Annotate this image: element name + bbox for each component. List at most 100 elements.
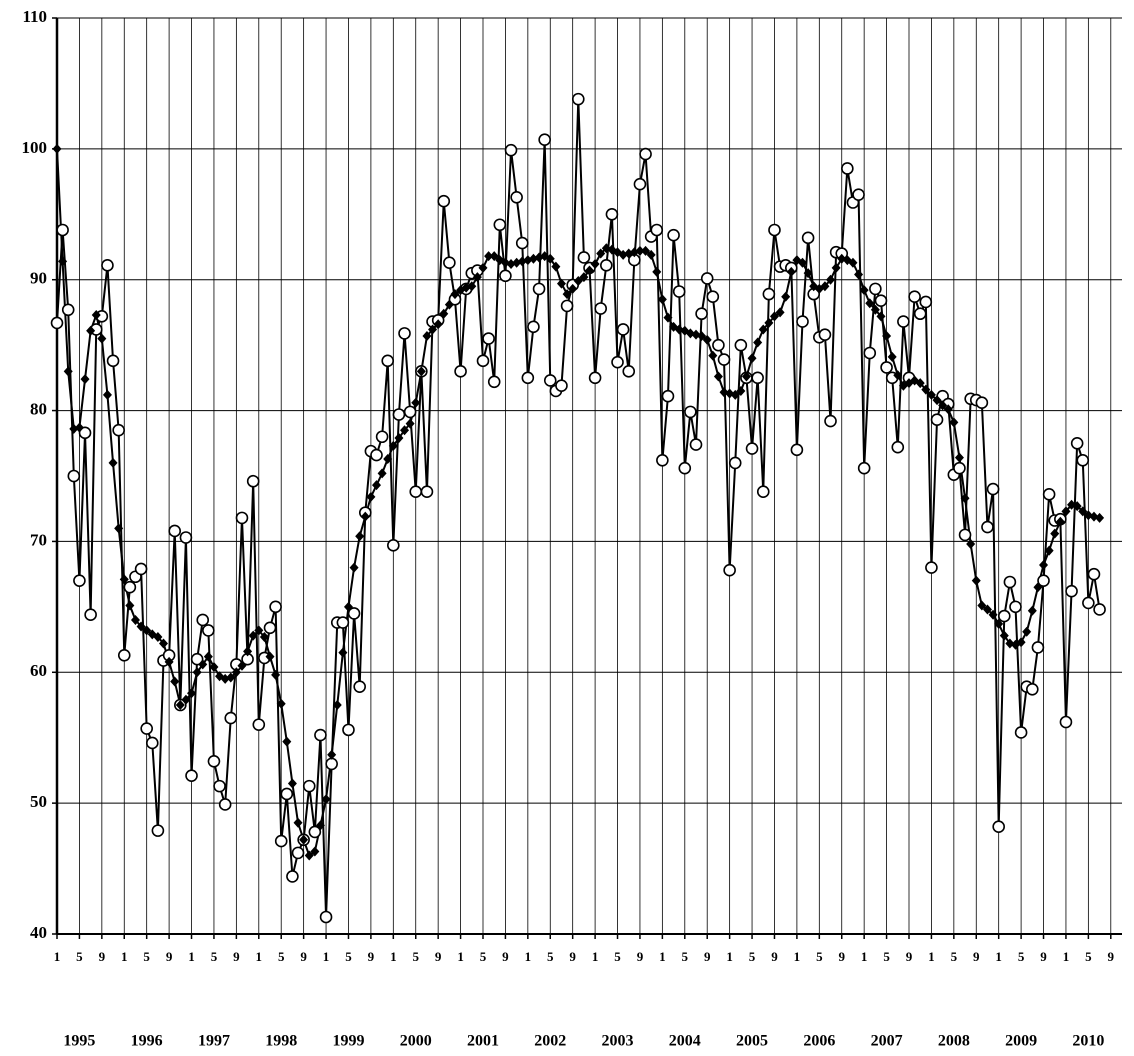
point [482,332,495,345]
point [231,667,241,678]
point [254,625,264,636]
point [347,607,361,620]
point [433,319,443,330]
point [263,621,277,635]
point [854,269,864,280]
point [585,265,594,276]
point [136,621,146,632]
point [562,289,572,300]
x-tick-label: 9 [233,949,240,964]
point [908,290,921,304]
year-label: 2001 [467,1033,499,1050]
point [1042,488,1056,501]
point [1016,637,1026,648]
point [190,652,204,666]
point [712,338,725,352]
point [700,272,714,285]
point [355,531,365,542]
point [880,361,893,374]
y-tick-label: 100 [22,138,48,157]
point [271,669,281,680]
point [467,281,477,292]
point [130,614,140,625]
point [741,371,751,382]
point [1009,600,1022,614]
point [74,422,84,433]
point [768,223,781,237]
point [891,440,905,454]
point [769,311,779,322]
point [975,396,989,410]
year-label: 2005 [736,1033,768,1050]
point [123,580,137,594]
point [114,523,124,534]
point [1095,512,1105,523]
point [915,378,925,389]
point [708,350,718,361]
point [925,561,938,574]
point [600,259,613,272]
point [1072,501,1082,512]
point [1087,567,1101,581]
point [73,574,86,587]
point [140,722,153,735]
point [276,698,286,709]
point [67,469,81,483]
point [1026,682,1039,696]
point [953,461,966,475]
point [314,728,327,742]
point [730,389,740,400]
point [196,613,210,627]
point [555,379,568,393]
point [372,480,381,491]
point [633,177,647,191]
x-tick-label: 9 [99,949,106,964]
point [394,433,404,444]
point [1082,596,1095,610]
x-tick-label: 9 [569,949,576,964]
point [353,680,366,693]
point [387,539,400,552]
point [869,282,882,296]
point [282,736,292,747]
point [164,656,174,667]
year-label: 2007 [871,1033,903,1050]
point [887,351,897,362]
point [321,794,331,805]
x-tick-label: 1 [726,949,733,964]
point [545,253,555,264]
x-tick-label: 9 [771,949,778,964]
point [366,491,376,502]
year-label: 2002 [534,1033,566,1050]
point [422,330,432,341]
point [532,282,546,296]
point [577,251,591,264]
point [579,272,589,283]
x-tick-label: 5 [480,949,487,964]
point [252,718,266,731]
point [656,453,669,467]
point [818,328,832,341]
point [392,408,406,421]
point [573,276,583,287]
point [753,337,763,348]
point [958,528,972,542]
point [375,430,389,444]
point [538,133,551,146]
x-tick-label: 1 [525,949,532,964]
point [913,307,927,321]
point [450,289,460,300]
x-tick-label: 5 [816,949,823,964]
point [388,440,398,451]
x-tick-label: 1 [390,949,397,964]
x-tick-label: 5 [76,949,83,964]
point [327,749,337,760]
point [58,256,68,267]
point [826,274,836,285]
point [824,414,837,428]
point [293,817,303,828]
point [672,285,686,298]
point [762,287,776,301]
point [265,651,275,662]
year-label: 2008 [938,1033,970,1050]
